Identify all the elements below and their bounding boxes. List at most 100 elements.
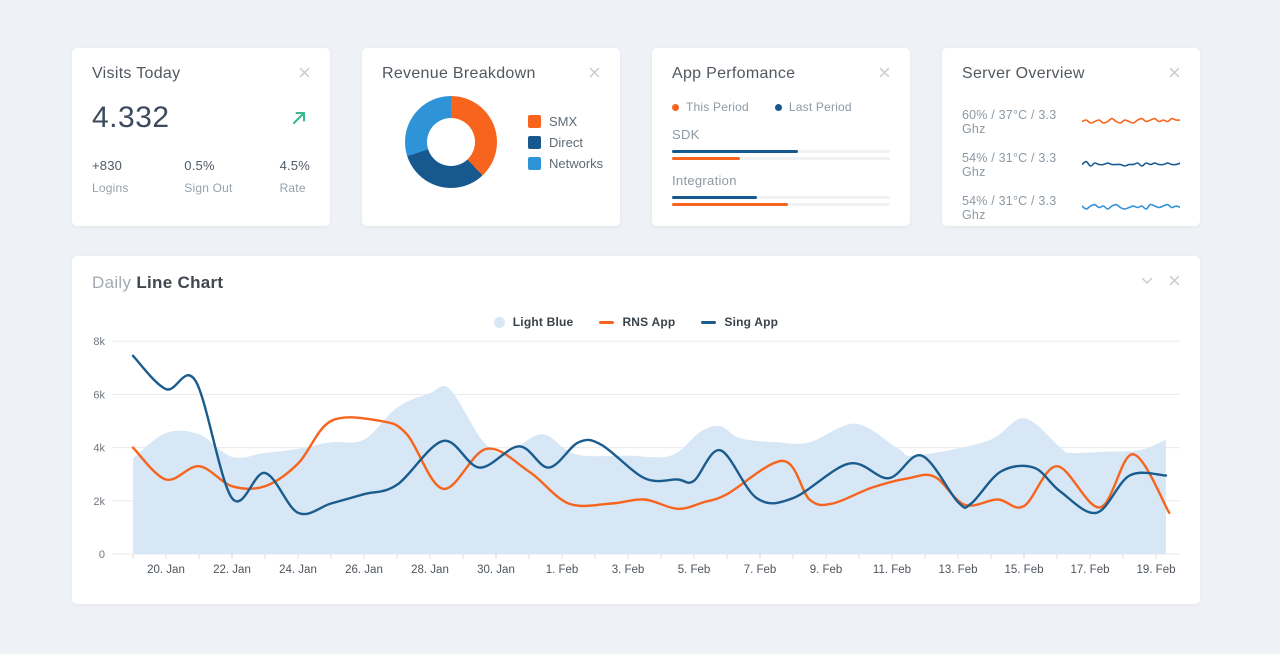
metric-label: Integration [672,173,737,188]
card-title: App Perfomance [672,65,796,82]
svg-text:8k: 8k [93,336,105,348]
legend-label: Last Period [788,100,852,114]
server-metrics-label: 60% / 37°C / 3.3 Ghz [962,108,1057,136]
daily-line-chart-plot: 0 2k 4k 6k 8k 20. Jan 22. Jan 24. Jan 26. Jan 28.… [93,336,1180,576]
svg-text:20. Jan: 20. Jan [147,564,185,576]
svg-text:4k: 4k [93,443,105,455]
stat-value: +830 [92,158,123,173]
metric-sdk: SDK [672,127,890,160]
revenue-legend: SMX Direct Networks [528,114,603,171]
svg-text:6k: 6k [93,389,105,401]
legend-label: Sing App [724,315,779,329]
legend-swatch [528,135,541,149]
svg-text:3. Feb: 3. Feb [612,564,645,576]
close-button[interactable] [587,65,602,80]
server-sparkline [1081,203,1180,210]
revenue-breakdown-card: Revenue Breakdown SMX Direct Networks [362,48,620,226]
svg-text:28. Jan: 28. Jan [411,564,449,576]
close-icon [1169,275,1180,286]
close-button[interactable] [1167,65,1182,80]
title-light-part: Daily [92,273,132,292]
server-sparkline [1081,160,1180,167]
performance-legend: This Period Last Period [672,100,890,114]
legend-swatch [528,156,541,170]
svg-text:24. Jan: 24. Jan [279,564,317,576]
svg-text:0: 0 [99,549,105,561]
collapse-button[interactable] [1139,275,1155,287]
progress-bar-this-period [672,157,740,160]
svg-text:22. Jan: 22. Jan [213,564,251,576]
card-title: Server Overview [962,65,1085,82]
server-metrics-label: 54% / 31°C / 3.3 Ghz [962,151,1057,179]
legend-item-rns-app[interactable]: RNS App [599,315,675,329]
server-row: 60% / 37°C / 3.3 Ghz [962,108,1180,136]
chart-legend: Light Blue RNS App Sing App [72,315,1200,329]
legend-item-direct[interactable]: Direct [528,135,603,150]
chart-card-title: Daily Line Chart [92,273,223,293]
progress-bar-this-period [672,203,788,206]
svg-text:30. Jan: 30. Jan [477,564,515,576]
svg-text:26. Jan: 26. Jan [345,564,383,576]
svg-text:17. Feb: 17. Feb [1071,564,1110,576]
metric-label: SDK [672,127,700,142]
title-bold-part: Line Chart [136,273,224,292]
chevron-down-icon [1141,277,1153,284]
svg-text:15. Feb: 15. Feb [1005,564,1044,576]
close-icon [879,67,890,78]
close-icon [299,67,310,78]
visits-today-card: Visits Today 4.332 +830 Logins 0.5% Sign… [72,48,330,226]
server-rows: 60% / 37°C / 3.3 Ghz 54% / 31°C / 3.3 Ghz… [942,108,1200,222]
progress-track [672,196,890,199]
legend-item-this-period[interactable]: This Period [672,100,749,114]
progress-bar-last-period [672,150,799,153]
legend-marker [493,316,505,328]
close-icon [1169,67,1180,78]
legend-label: Light Blue [512,315,574,329]
server-overview-card: Server Overview 60% / 37°C / 3.3 Ghz 54% … [942,48,1200,226]
app-performance-card: App Perfomance This Period Last Period SD… [652,48,910,226]
svg-text:5. Feb: 5. Feb [678,564,711,576]
performance-metrics: SDK Integration [672,127,890,206]
stat-rate: 4.5% Rate [280,158,310,195]
legend-label: Direct [549,134,583,150]
stat-value: 4.5% [279,158,310,173]
daily-line-chart-card: Daily Line Chart Light Blue RNS App Sing A… [72,256,1200,604]
revenue-donut [405,96,497,188]
progress-track [672,150,890,153]
legend-dot [774,103,782,111]
donut-hole [427,118,475,166]
progress-bar-last-period [672,196,758,199]
svg-text:1. Feb: 1. Feb [546,564,579,576]
card-title: Revenue Breakdown [382,65,536,82]
legend-swatch [528,114,541,128]
svg-text:9. Feb: 9. Feb [810,564,843,576]
legend-label: RNS App [622,315,676,329]
legend-item-last-period[interactable]: Last Period [774,100,852,114]
close-button[interactable] [1167,273,1182,288]
progress-track [672,157,890,160]
metric-integration: Integration [672,173,890,206]
legend-label: SMX [549,113,578,129]
legend-item-networks[interactable]: Networks [528,156,603,171]
legend-marker [599,320,615,324]
stat-logins: +830 Logins [92,158,184,195]
server-row: 54% / 31°C / 3.3 Ghz [962,151,1180,179]
legend-item-sing-app[interactable]: Sing App [701,315,778,329]
legend-label: Networks [549,155,604,171]
stat-label: Rate [279,181,306,195]
svg-text:2k: 2k [93,496,105,508]
close-button[interactable] [877,65,892,80]
stat-sign-out: 0.5% Sign Out [184,158,279,195]
server-metrics-label: 54% / 31°C / 3.3 Ghz [962,194,1057,222]
stat-label: Sign Out [184,181,233,195]
stat-value: 0.5% [184,158,215,173]
svg-text:19. Feb: 19. Feb [1137,564,1176,576]
legend-dot [672,103,679,111]
legend-item-light-blue[interactable]: Light Blue [493,315,574,329]
close-button[interactable] [297,65,312,80]
card-title: Visits Today [92,65,181,82]
close-icon [589,67,600,78]
legend-item-smx[interactable]: SMX [528,114,603,129]
progress-track [672,203,890,206]
